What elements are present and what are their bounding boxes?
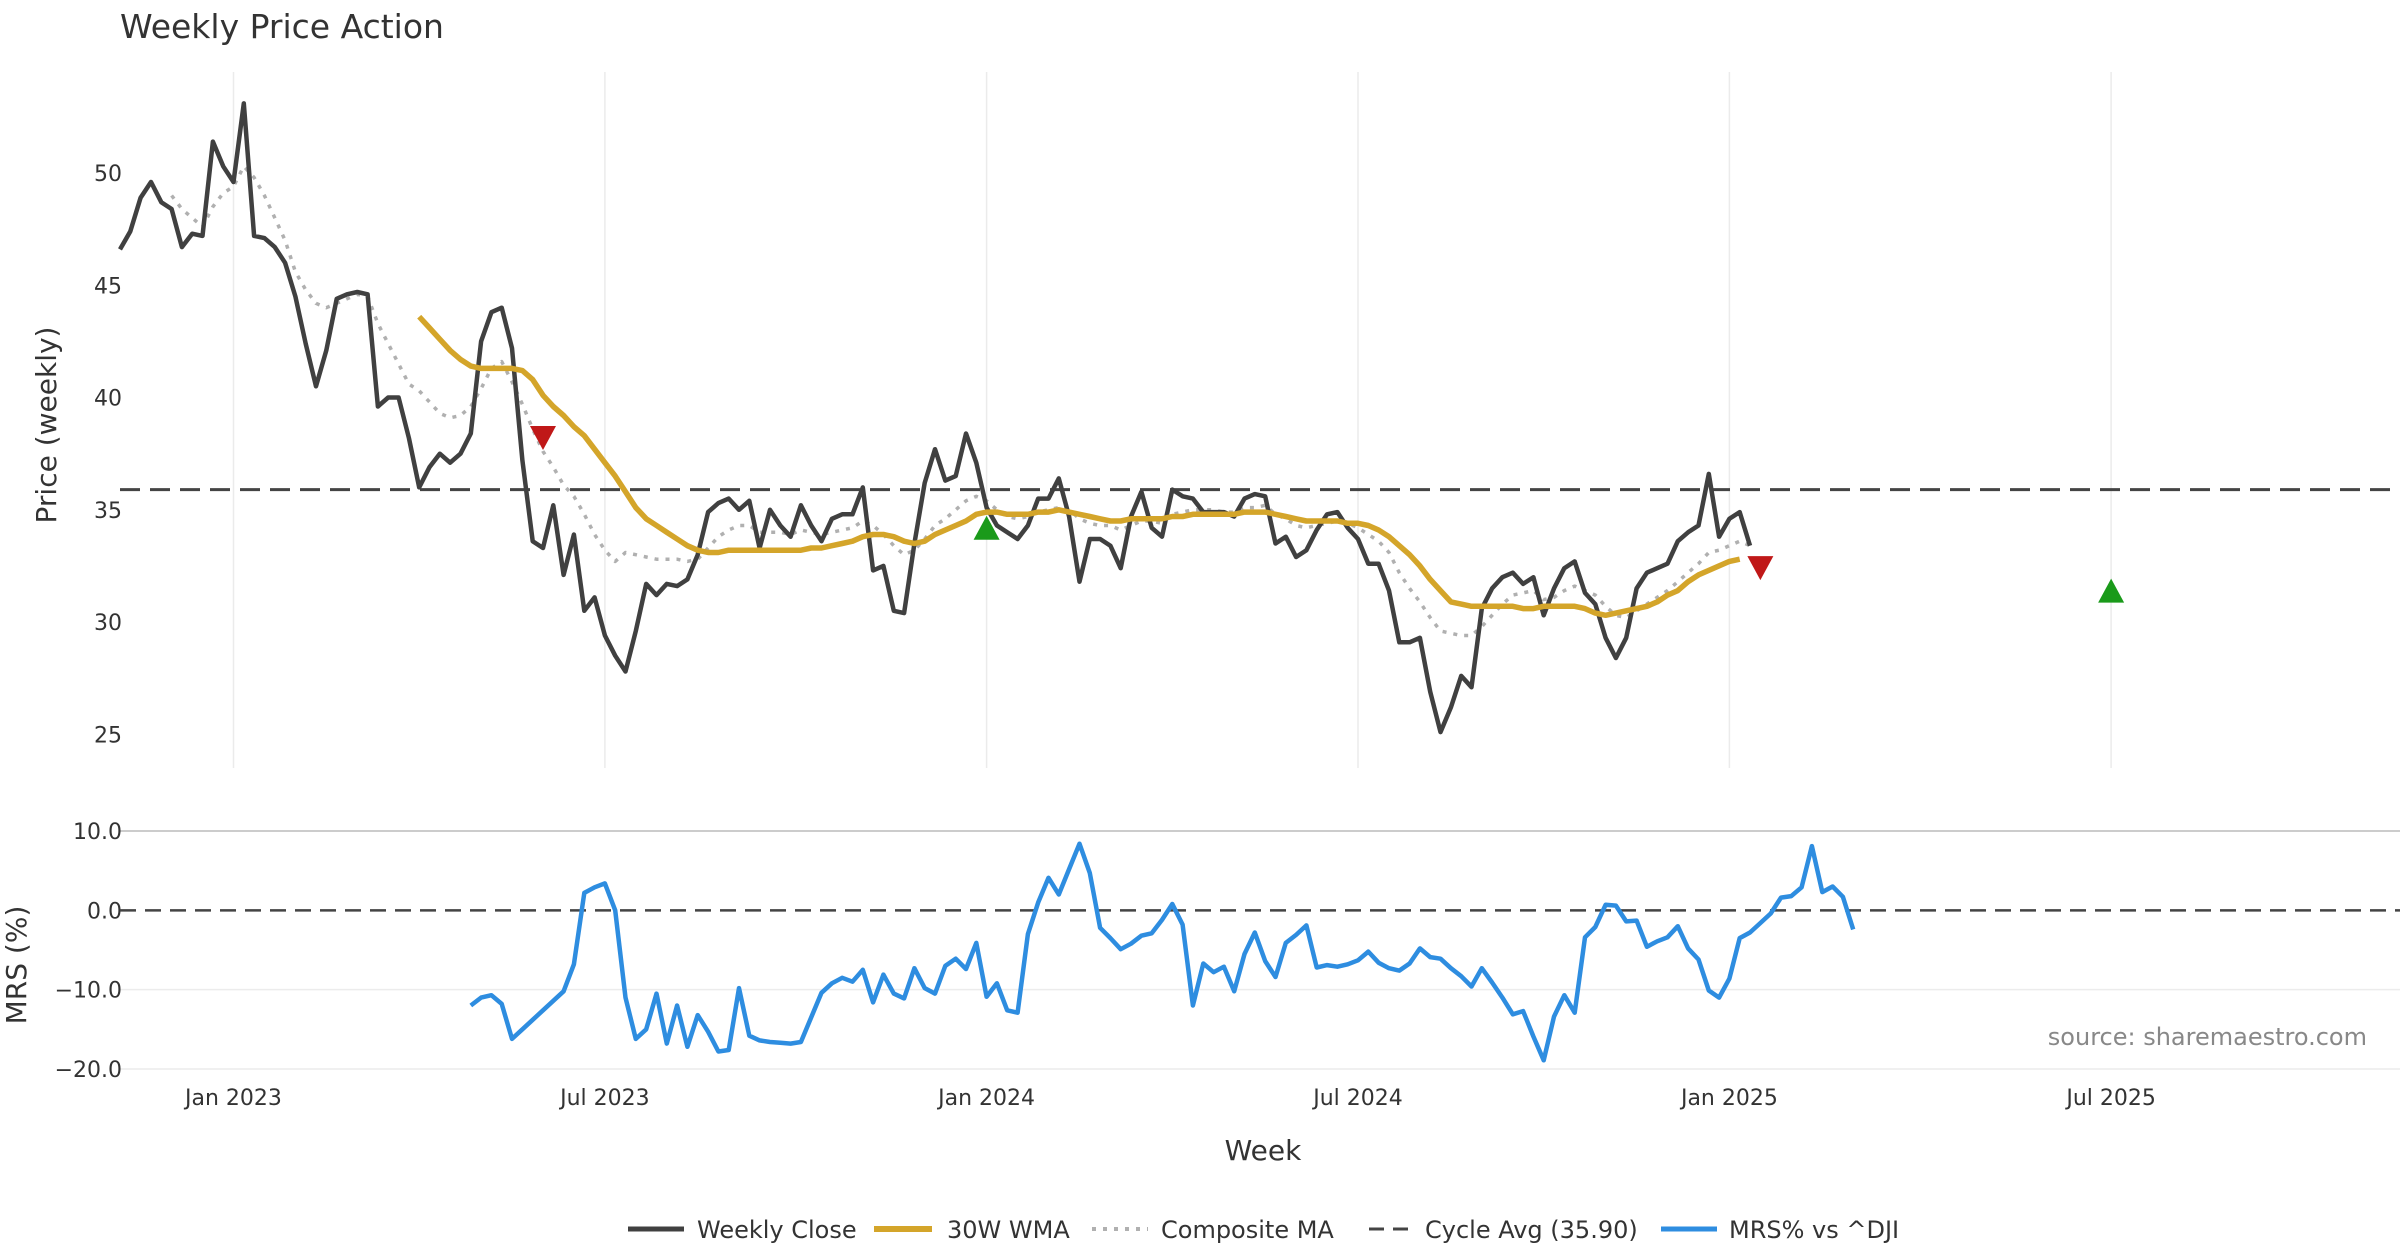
mrs-y-tick-label: −10.0: [55, 979, 122, 1004]
wma-30w-line: [417, 314, 1741, 619]
sell-signal-marker: [529, 425, 556, 450]
x-tick-label: Jan 2023: [183, 1086, 282, 1111]
mrs-y-tick-label: 0.0: [87, 899, 122, 924]
mrs-y-tick-label: 10.0: [73, 820, 122, 845]
mrs-y-axis-title: MRS (%): [0, 906, 33, 1025]
price-y-axis-title: Price (weekly): [30, 327, 63, 524]
legend-label-mrs: MRS% vs ^DJI: [1729, 1216, 1899, 1244]
chart-title: Weekly Price Action: [120, 7, 444, 46]
mrs-line: [469, 841, 1856, 1063]
x-tick-label: Jul 2024: [1311, 1086, 1403, 1111]
x-tick-label: Jan 2024: [936, 1086, 1035, 1111]
signal-markers: [529, 425, 2125, 603]
legend: Weekly Close 30W WMA Composite MA Cycle …: [628, 1216, 1899, 1244]
price-y-tick-label: 40: [94, 387, 122, 412]
price-y-tick-label: 45: [94, 274, 122, 299]
legend-label-30w-wma: 30W WMA: [947, 1216, 1070, 1244]
price-y-tick-label: 30: [94, 611, 122, 636]
legend-label-cycle-avg: Cycle Avg (35.90): [1425, 1216, 1638, 1244]
source-annotation: source: sharemaestro.com: [2048, 1023, 2367, 1051]
mrs-panel: 10.0 0.0 −10.0 −20.0 MRS (%) source: sharem…: [0, 820, 2400, 1083]
legend-item-mrs: MRS% vs ^DJI: [1661, 1216, 1899, 1244]
weekly-close-line: [118, 101, 1753, 735]
x-tick-label: Jan 2025: [1679, 1086, 1778, 1111]
price-y-ticks: 25 30 35 40 45 50: [94, 162, 122, 748]
legend-item-composite-ma: Composite MA: [1092, 1216, 1334, 1244]
buy-signal-marker: [2098, 578, 2125, 603]
x-axis-title: Week: [1225, 1134, 1302, 1167]
legend-item-30w-wma: 30W WMA: [874, 1216, 1070, 1244]
legend-label-weekly-close: Weekly Close: [697, 1216, 857, 1244]
composite-ma-line: [170, 164, 1751, 638]
x-tick-label: Jul 2023: [558, 1086, 650, 1111]
price-y-tick-label: 35: [94, 499, 122, 524]
price-gridlines: [232, 72, 2112, 768]
buy-signal-marker: [973, 515, 1000, 540]
price-panel: 25 30 35 40 45 50 Price (weekly): [30, 72, 2400, 768]
sell-signal-marker: [1747, 556, 1774, 581]
x-axis-ticks: Jan 2023 Jul 2023 Jan 2024 Jul 2024 Jan 2025…: [183, 1086, 2156, 1111]
price-y-tick-label: 50: [94, 162, 122, 187]
mrs-y-ticks: 10.0 0.0 −10.0 −20.0: [55, 820, 122, 1083]
legend-item-cycle-avg: Cycle Avg (35.90): [1369, 1216, 1638, 1244]
legend-item-weekly-close: Weekly Close: [628, 1216, 857, 1244]
price-y-tick-label: 25: [94, 723, 122, 748]
mrs-y-tick-label: −20.0: [55, 1058, 122, 1083]
x-tick-label: Jul 2025: [2064, 1086, 2156, 1111]
legend-label-composite-ma: Composite MA: [1161, 1216, 1334, 1244]
mrs-gridlines: [120, 830, 2400, 1070]
